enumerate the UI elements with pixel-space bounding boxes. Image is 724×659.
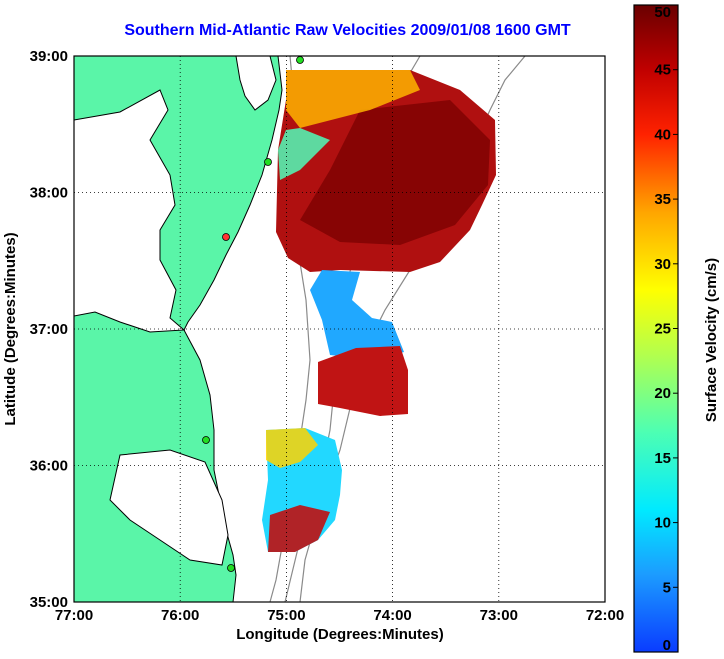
velocity-region-patch <box>318 346 408 416</box>
velocity-region-mid <box>310 270 404 360</box>
y-axis-label: Latitude (Degrees:Minutes) <box>2 232 19 425</box>
grid-lines <box>74 56 605 602</box>
velocity-region-north-cool <box>278 128 330 180</box>
velocity-region-north-core <box>300 100 490 245</box>
hf-radar-stations <box>202 56 304 572</box>
x-tick-label: 77:00 <box>55 607 93 624</box>
x-tick-label: 76:00 <box>161 607 199 624</box>
y-tick-label: 39:00 <box>30 48 68 65</box>
velocity-region-south-warm <box>266 428 318 468</box>
station-marker <box>227 564 235 572</box>
plot-frame <box>73 55 606 603</box>
station-marker <box>202 436 210 444</box>
colorbar-tick-label: 45 <box>654 62 671 79</box>
colorbar-tick-label: 35 <box>654 191 671 208</box>
colorbar-tick-label: 20 <box>654 385 671 402</box>
y-tick-labels: 39:00 38:00 37:00 36:00 35:00 <box>30 48 68 611</box>
velocity-region-north-warm <box>286 70 420 128</box>
y-tick-label: 36:00 <box>30 458 68 475</box>
colorbar-tick-label: 15 <box>654 450 671 467</box>
x-tick-label: 75:00 <box>267 607 305 624</box>
chart-title: Southern Mid-Atlantic Raw Velocities 200… <box>124 22 571 39</box>
velocity-region-south-hot <box>268 505 330 552</box>
colorbar-tick-label: 40 <box>654 126 671 143</box>
y-tick-label: 38:00 <box>30 185 68 202</box>
x-tick-label: 72:00 <box>586 607 624 624</box>
chesapeake-bay <box>74 89 186 333</box>
colorbar-tick-label: 50 <box>654 4 671 21</box>
delaware-bay <box>235 56 277 111</box>
station-marker <box>264 158 272 166</box>
colorbar-tick-label: 30 <box>654 256 671 273</box>
colorbar-tick-label: 5 <box>663 579 671 596</box>
x-tick-labels: 77:00 76:00 75:00 74:00 73:00 72:00 <box>55 607 624 624</box>
colorbar-label: Surface Velocity (cm/s) <box>703 258 720 422</box>
y-tick-label: 37:00 <box>30 321 68 338</box>
station-marker <box>296 56 304 64</box>
x-axis-label: Longitude (Degrees:Minutes) <box>236 626 444 643</box>
x-tick-label: 73:00 <box>480 607 518 624</box>
colorbar-tick-label: 0 <box>663 637 671 654</box>
x-tick-label: 74:00 <box>373 607 411 624</box>
station-marker <box>222 233 230 241</box>
colorbar <box>633 4 679 653</box>
pamlico-sound <box>109 449 229 566</box>
y-tick-label: 35:00 <box>30 594 68 611</box>
colorbar-tick-label: 10 <box>654 515 671 532</box>
colorbar-tick-label: 25 <box>654 321 671 338</box>
